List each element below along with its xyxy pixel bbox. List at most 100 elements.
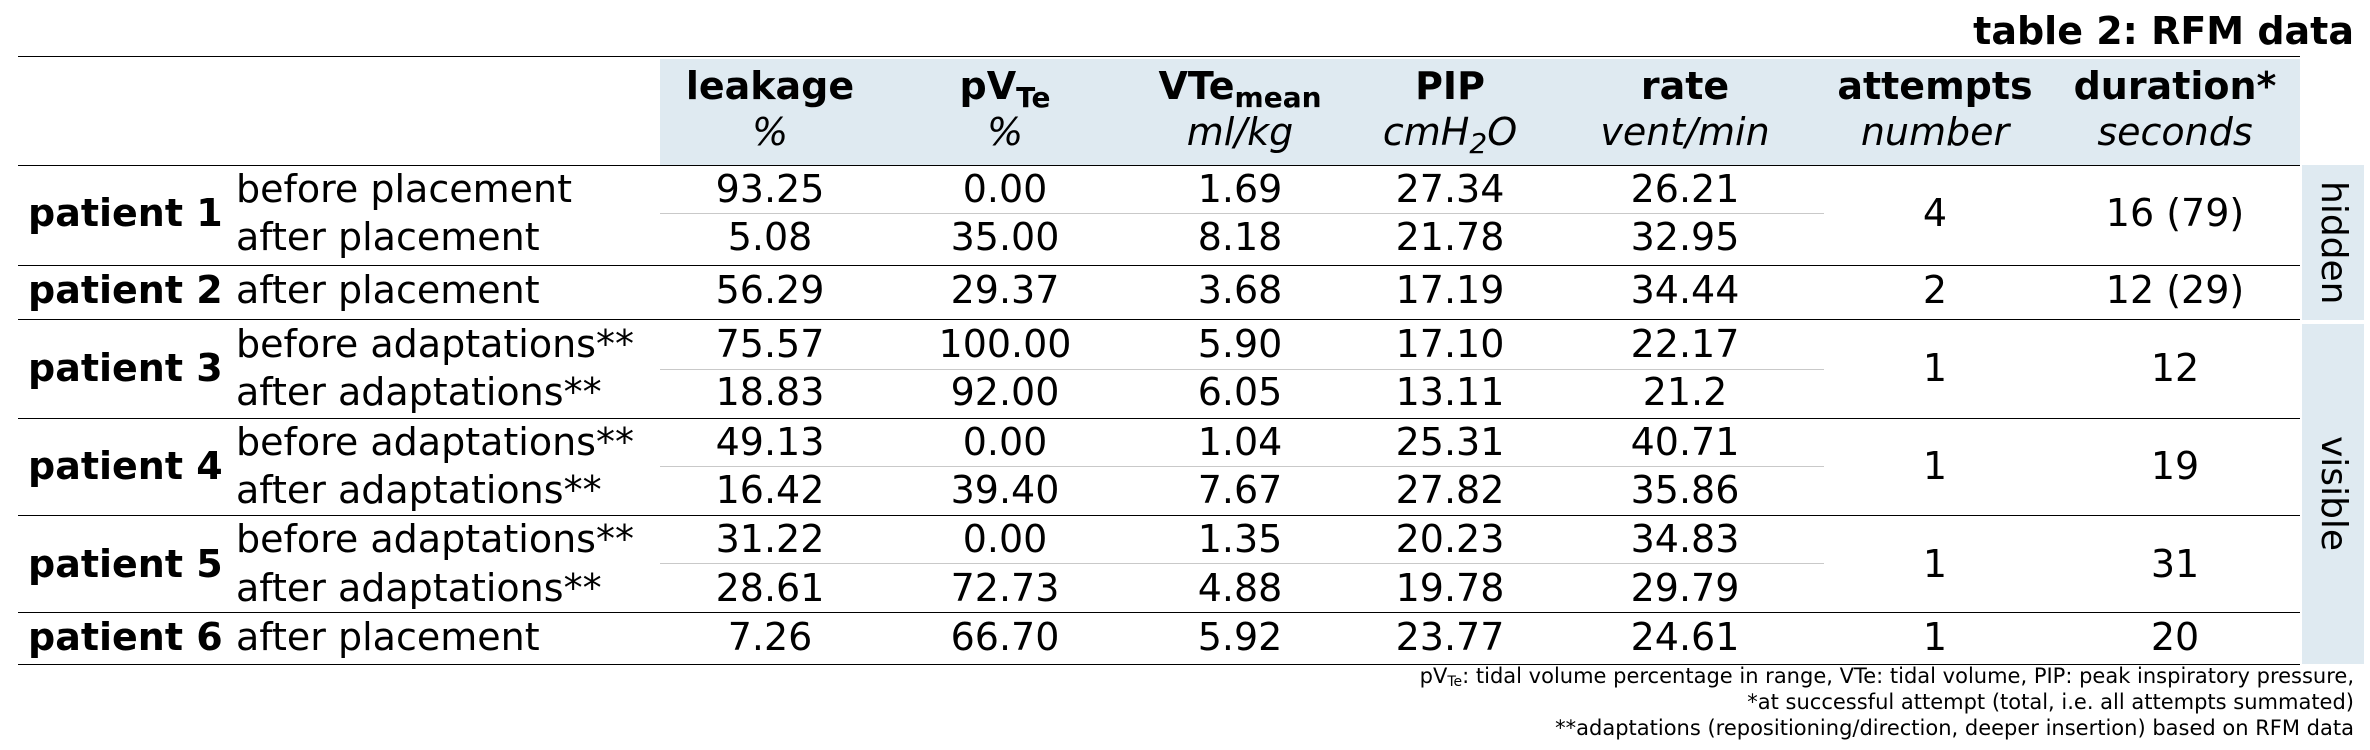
side-label-visible: visible: [2302, 324, 2364, 664]
patient-name: patient 6: [28, 615, 223, 659]
header-rule: [18, 165, 2300, 166]
table-cell: 5.92: [1197, 615, 1283, 659]
table-cell: 20.23: [1395, 517, 1505, 561]
table-cell: 17.19: [1395, 268, 1505, 312]
table-cell: 8.18: [1197, 215, 1283, 259]
header-leakage: leakage %: [685, 64, 855, 154]
patient-name: patient 4: [28, 444, 223, 488]
condition-label: after adaptations**: [236, 566, 602, 610]
table-cell: 29.37: [950, 268, 1060, 312]
attempts-cell: 2: [1922, 268, 1948, 312]
patient-name: patient 5: [28, 542, 223, 586]
row-divider: [660, 466, 1824, 467]
table-cell: 32.95: [1630, 215, 1740, 259]
table-cell: 66.70: [950, 615, 1060, 659]
table-cell: 75.57: [715, 322, 825, 366]
duration-cell: 20: [2150, 615, 2200, 659]
table-cell: 39.40: [950, 468, 1060, 512]
table-cell: 1.35: [1197, 517, 1283, 561]
side-label-hidden: hidden: [2302, 165, 2364, 320]
attempts-cell: 4: [1922, 191, 1948, 235]
patient-separator: [18, 265, 2300, 266]
table-cell: 34.83: [1630, 517, 1740, 561]
duration-cell: 31: [2150, 542, 2200, 586]
condition-label: after placement: [236, 615, 540, 659]
bottom-rule: [18, 664, 2300, 665]
table-cell: 0.00: [962, 517, 1048, 561]
attempts-cell: 1: [1922, 346, 1948, 390]
condition-label: before placement: [236, 167, 572, 211]
header-pip: PIP cmH2O: [1382, 64, 1518, 160]
patient-separator: [18, 612, 2300, 613]
row-divider: [660, 213, 1824, 214]
condition-label: after adaptations**: [236, 468, 602, 512]
condition-label: before adaptations**: [236, 420, 634, 464]
footnote-adaptations: **adaptations (repositioning/direction, …: [1555, 716, 2354, 740]
table-title: table 2: RFM data: [1973, 9, 2354, 53]
table-cell: 93.25: [715, 167, 825, 211]
table-cell: 24.61: [1630, 615, 1740, 659]
table-cell: 1.69: [1197, 167, 1283, 211]
table-cell: 22.17: [1630, 322, 1740, 366]
table-cell: 4.88: [1197, 566, 1283, 610]
table-cell: 18.83: [715, 370, 825, 414]
attempts-cell: 1: [1922, 542, 1948, 586]
patient-name: patient 3: [28, 346, 223, 390]
header-attempts: attempts number: [1837, 64, 2033, 154]
table-cell: 19.78: [1395, 566, 1505, 610]
patient-name: patient 2: [28, 268, 223, 312]
patient-separator: [18, 418, 2300, 419]
table-cell: 56.29: [715, 268, 825, 312]
header-background: [660, 59, 2300, 165]
footnote-duration: *at successful attempt (total, i.e. all …: [1747, 690, 2354, 714]
table-cell: 6.05: [1197, 370, 1283, 414]
attempts-cell: 1: [1922, 444, 1948, 488]
table-cell: 29.79: [1630, 566, 1740, 610]
header-vtemean: VTemean ml/kg: [1158, 64, 1322, 154]
table-cell: 27.82: [1395, 468, 1505, 512]
table-cell: 21.2: [1642, 370, 1728, 414]
duration-cell: 16 (79): [2105, 191, 2245, 235]
table-cell: 25.31: [1395, 420, 1505, 464]
patient-separator: [18, 515, 2300, 516]
table-cell: 0.00: [962, 420, 1048, 464]
condition-label: after adaptations**: [236, 370, 602, 414]
duration-cell: 12 (29): [2105, 268, 2245, 312]
condition-label: after placement: [236, 215, 540, 259]
table-cell: 92.00: [950, 370, 1060, 414]
patient-name: patient 1: [28, 191, 223, 235]
table-cell: 34.44: [1630, 268, 1740, 312]
table-cell: 0.00: [962, 167, 1048, 211]
table-cell: 23.77: [1395, 615, 1505, 659]
table-cell: 40.71: [1630, 420, 1740, 464]
table-cell: 3.68: [1197, 268, 1283, 312]
condition-label: before adaptations**: [236, 322, 634, 366]
condition-label: before adaptations**: [236, 517, 634, 561]
patient-separator: [18, 319, 2300, 320]
table-cell: 27.34: [1395, 167, 1505, 211]
header-duration: duration* seconds: [2073, 64, 2277, 154]
table-cell: 7.26: [727, 615, 813, 659]
table-cell: 49.13: [715, 420, 825, 464]
table-cell: 35.86: [1630, 468, 1740, 512]
table-cell: 26.21: [1630, 167, 1740, 211]
table-cell: 13.11: [1395, 370, 1505, 414]
table-cell: 72.73: [950, 566, 1060, 610]
table-cell: 1.04: [1197, 420, 1283, 464]
table-cell: 5.90: [1197, 322, 1283, 366]
duration-cell: 19: [2150, 444, 2200, 488]
table-cell: 31.22: [715, 517, 825, 561]
condition-label: after placement: [236, 268, 540, 312]
row-divider: [660, 563, 1824, 564]
top-rule: [18, 56, 2300, 57]
table-cell: 5.08: [727, 215, 813, 259]
table-cell: 21.78: [1395, 215, 1505, 259]
duration-cell: 12: [2150, 346, 2200, 390]
table-cell: 35.00: [950, 215, 1060, 259]
table-cell: 16.42: [715, 468, 825, 512]
header-rate: rate vent/min: [1600, 64, 1770, 154]
footnote-abbreviations: pVTe: tidal volume percentage in range, …: [1419, 664, 2354, 690]
table-cell: 28.61: [715, 566, 825, 610]
table-cell: 100.00: [938, 322, 1072, 366]
table-cell: 17.10: [1395, 322, 1505, 366]
